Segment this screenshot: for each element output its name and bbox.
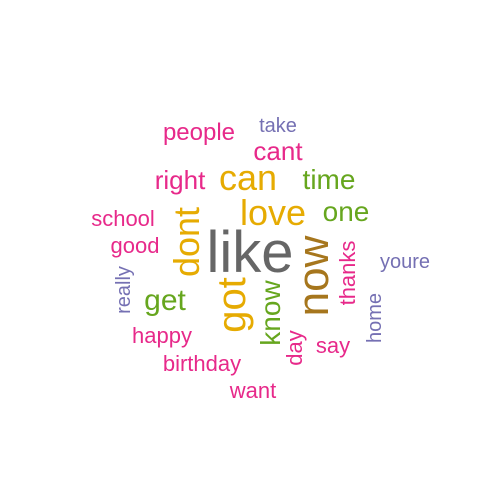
word-cant: cant	[253, 136, 303, 166]
word-like: like	[206, 220, 294, 285]
word-home: home	[364, 292, 386, 344]
word-one: one	[322, 196, 370, 227]
word-good: good	[110, 233, 160, 258]
word-time: time	[302, 164, 356, 195]
word-know: know	[255, 280, 286, 346]
word-right: right	[154, 165, 206, 195]
word-really: really	[113, 266, 135, 314]
word-day: day	[282, 330, 307, 366]
word-can: can	[218, 157, 278, 198]
word-say: say	[315, 333, 351, 358]
word-take: take	[259, 115, 297, 137]
word-thanks: thanks	[335, 240, 360, 306]
word-get: get	[144, 284, 186, 317]
word-happy: happy	[132, 323, 192, 348]
word-school: school	[91, 206, 155, 231]
word-dont: dont	[166, 206, 207, 278]
word-want: want	[229, 378, 277, 403]
word-birthday: birthday	[162, 351, 242, 376]
word-now: now	[289, 235, 338, 317]
word-youre: youre	[379, 251, 431, 273]
word-love: love	[239, 192, 307, 233]
word-got: got	[210, 277, 254, 333]
word-people: people	[162, 119, 236, 146]
